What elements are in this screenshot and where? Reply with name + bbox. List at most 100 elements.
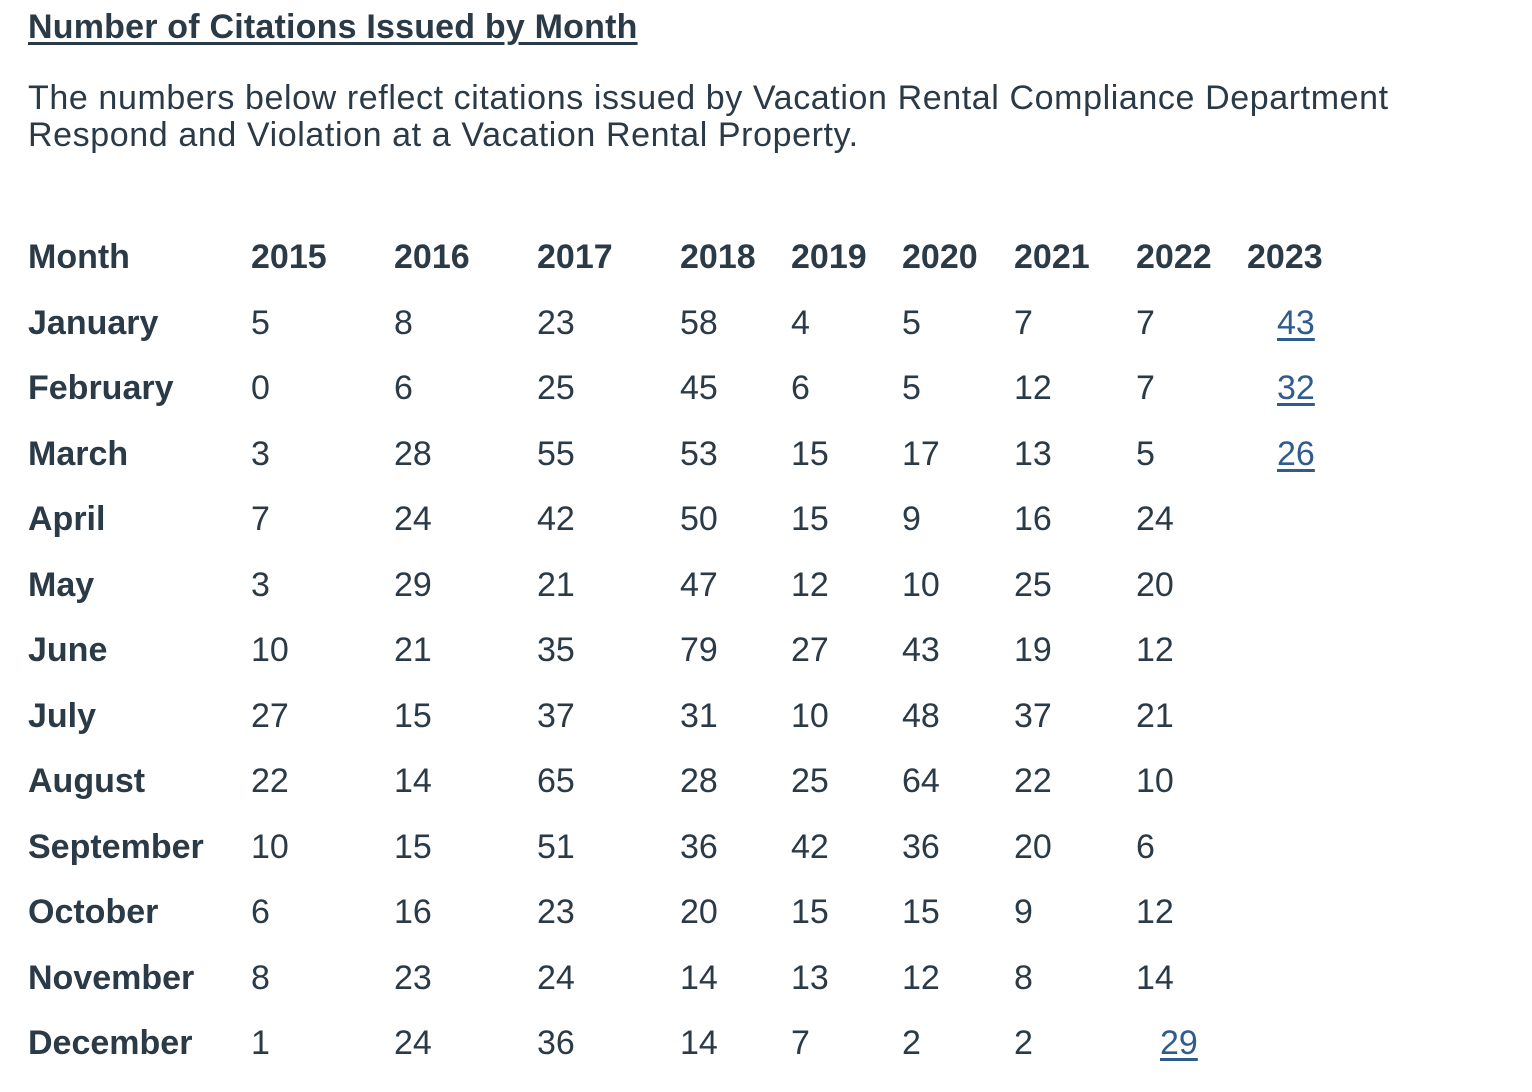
citation-count-cell: 45 bbox=[680, 369, 718, 408]
citation-count-cell: 15 bbox=[791, 893, 829, 932]
month-label: July bbox=[28, 696, 97, 735]
column-header-year: 2022 bbox=[1136, 238, 1212, 277]
citation-count-cell: 7 bbox=[1014, 303, 1033, 342]
citation-count-link[interactable]: 32 bbox=[1277, 369, 1315, 408]
citation-count-cell: 43 bbox=[902, 631, 940, 670]
citation-count-cell: 27 bbox=[791, 631, 829, 670]
column-header-year: 2017 bbox=[537, 238, 613, 277]
citation-count-cell: 24 bbox=[394, 500, 432, 539]
citation-count-cell: 10 bbox=[1136, 762, 1174, 801]
citation-count-cell: 31 bbox=[680, 696, 718, 735]
citation-count-cell: 36 bbox=[680, 827, 718, 866]
table-row: January 5 8 23 58 4 5 7 7 43 bbox=[28, 291, 1387, 357]
citation-count-cell: 15 bbox=[791, 500, 829, 539]
citation-count-cell: 12 bbox=[1136, 631, 1174, 670]
month-label: June bbox=[28, 631, 108, 670]
citation-count-cell: 43 bbox=[1247, 291, 1387, 357]
citation-count-cell: 36 bbox=[902, 827, 940, 866]
citation-count-cell: 37 bbox=[1014, 696, 1052, 735]
citation-count-cell: 10 bbox=[902, 565, 940, 604]
citation-count-cell: 5 bbox=[902, 303, 921, 342]
citation-count-cell: 6 bbox=[1136, 827, 1155, 866]
column-header-year: 2015 bbox=[251, 238, 327, 277]
table-row: February 0 6 25 45 6 5 12 7 32 bbox=[28, 356, 1387, 422]
citation-count-cell: 51 bbox=[537, 827, 575, 866]
citation-count-cell bbox=[1247, 946, 1387, 1012]
citation-count-cell: 24 bbox=[537, 958, 575, 997]
column-header-year: 2021 bbox=[1014, 238, 1090, 277]
citation-count-cell: 5 bbox=[902, 369, 921, 408]
citation-count-cell: 32 bbox=[1247, 356, 1387, 422]
citation-count-cell: 25 bbox=[1014, 565, 1052, 604]
citation-count-cell: 17 bbox=[902, 434, 940, 473]
table-row: March 3 28 55 53 15 17 13 5 26 bbox=[28, 422, 1387, 488]
column-header-year: 2019 bbox=[791, 238, 867, 277]
citation-count-cell: 6 bbox=[251, 893, 270, 932]
citation-count-cell: 23 bbox=[537, 893, 575, 932]
intro-line-2: Respond and Violation at a Vacation Rent… bbox=[28, 116, 859, 154]
citation-count-cell: 10 bbox=[791, 696, 829, 735]
citation-count-cell: 25 bbox=[537, 369, 575, 408]
citation-count-cell: 48 bbox=[902, 696, 940, 735]
citation-count-cell: 7 bbox=[1136, 369, 1155, 408]
column-header-year: 2018 bbox=[680, 238, 756, 277]
citation-count-cell: 7 bbox=[791, 1024, 810, 1063]
citation-count-cell: 7 bbox=[251, 500, 270, 539]
month-label: January bbox=[28, 303, 159, 342]
citation-count-cell: 47 bbox=[680, 565, 718, 604]
month-label: April bbox=[28, 500, 106, 539]
citation-count-cell: 8 bbox=[394, 303, 413, 342]
intro-line-1: The numbers below reflect citations issu… bbox=[28, 80, 1389, 117]
month-label: December bbox=[28, 1024, 193, 1063]
citation-count-cell: 19 bbox=[1014, 631, 1052, 670]
citation-count-cell: 12 bbox=[791, 565, 829, 604]
table-row: December 1 24 36 14 7 2 2 29 bbox=[28, 1011, 1387, 1077]
citation-count-cell: 13 bbox=[1014, 434, 1052, 473]
citation-count-cell: 55 bbox=[537, 434, 575, 473]
column-header-year: 2020 bbox=[902, 238, 978, 277]
citation-count-cell: 8 bbox=[251, 958, 270, 997]
citation-count-cell: 16 bbox=[1014, 500, 1052, 539]
citation-count-cell: 35 bbox=[537, 631, 575, 670]
citation-count-cell: 15 bbox=[394, 827, 432, 866]
citation-count-cell: 3 bbox=[251, 565, 270, 604]
citation-count-link[interactable]: 26 bbox=[1277, 434, 1315, 473]
page-title: Number of Citations Issued by Month bbox=[28, 8, 638, 46]
citation-count-cell: 36 bbox=[537, 1024, 575, 1063]
citation-count-cell: 6 bbox=[791, 369, 810, 408]
citation-count-cell: 21 bbox=[1136, 696, 1174, 735]
citation-count-cell: 21 bbox=[394, 631, 432, 670]
table-row: November 8 23 24 14 13 12 8 14 bbox=[28, 946, 1387, 1012]
citation-count-cell: 13 bbox=[791, 958, 829, 997]
citation-count-cell: 20 bbox=[680, 893, 718, 932]
citation-count-cell: 27 bbox=[251, 696, 289, 735]
citation-count-cell: 12 bbox=[1136, 893, 1174, 932]
citation-count-cell: 64 bbox=[902, 762, 940, 801]
citation-count-cell: 50 bbox=[680, 500, 718, 539]
month-label: August bbox=[28, 762, 146, 801]
citation-count-cell: 4 bbox=[791, 303, 810, 342]
citation-count-cell: 2 bbox=[1014, 1024, 1033, 1063]
citation-count-link[interactable]: 43 bbox=[1277, 303, 1315, 342]
table-row: August 22 14 65 28 25 64 22 10 bbox=[28, 749, 1387, 815]
month-label: March bbox=[28, 434, 129, 473]
citation-count-cell: 23 bbox=[394, 958, 432, 997]
month-label: November bbox=[28, 958, 195, 997]
citation-count-cell: 14 bbox=[680, 1024, 718, 1063]
citation-count-cell: 0 bbox=[251, 369, 270, 408]
citation-count-cell bbox=[1247, 684, 1387, 750]
citation-count-cell: 12 bbox=[902, 958, 940, 997]
month-label: February bbox=[28, 369, 174, 408]
citation-count-cell: 14 bbox=[1136, 958, 1174, 997]
citation-count-cell: 22 bbox=[1014, 762, 1052, 801]
citation-count-cell: 6 bbox=[394, 369, 413, 408]
column-header-year: 2016 bbox=[394, 238, 470, 277]
citation-count-cell: 65 bbox=[537, 762, 575, 801]
page-content: Number of Citations Issued by Month The … bbox=[28, 0, 1532, 1092]
citation-count-cell: 14 bbox=[680, 958, 718, 997]
citation-count-cell bbox=[1247, 1011, 1387, 1077]
citation-count-cell bbox=[1247, 553, 1387, 619]
citation-count-link[interactable]: 29 bbox=[1160, 1024, 1198, 1063]
citation-count-cell: 29 bbox=[1136, 1011, 1247, 1077]
citation-count-cell: 22 bbox=[251, 762, 289, 801]
